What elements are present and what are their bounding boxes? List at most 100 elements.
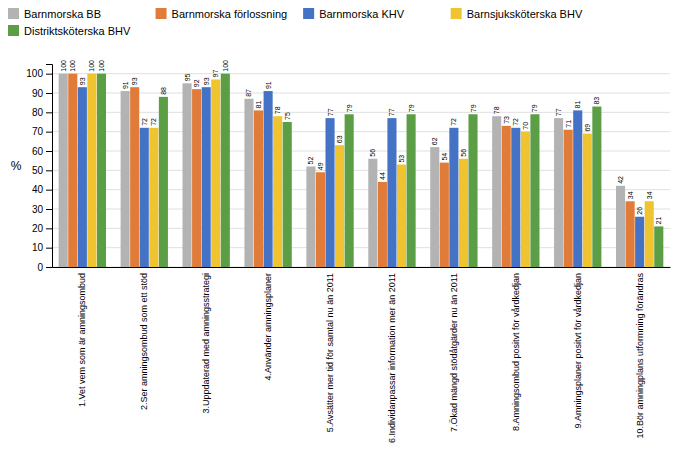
data-label: 79 <box>408 104 415 112</box>
tick: 10 <box>32 242 52 253</box>
tick-mark <box>46 151 52 152</box>
data-label: 70 <box>522 122 529 130</box>
tick: 8.Amningsombud positvt för vårdkedjan <box>511 273 521 431</box>
bar <box>530 114 539 267</box>
bar <box>430 147 439 267</box>
bar <box>325 118 334 267</box>
bar <box>449 128 458 267</box>
legend-swatch <box>303 8 314 19</box>
data-label: 100 <box>69 60 76 72</box>
bar <box>273 116 282 267</box>
data-label: 93 <box>203 77 210 85</box>
bar <box>645 201 654 267</box>
data-label: 75 <box>284 112 291 120</box>
bars <box>59 74 664 267</box>
bar <box>440 163 449 267</box>
legend-swatch <box>8 25 19 36</box>
data-label: 97 <box>212 70 219 78</box>
bar-series <box>68 74 634 267</box>
bar-series <box>87 74 653 267</box>
legend-label: Distriktsköterska BHV <box>24 25 131 37</box>
bar <box>97 74 106 267</box>
bar <box>407 114 416 267</box>
bar-series <box>97 74 663 267</box>
data-label: 56 <box>460 149 467 157</box>
data-label: 100 <box>98 60 105 72</box>
data-label: 72 <box>141 118 148 126</box>
tick-label: 2.Ser amningsombud som ett stöd <box>139 273 149 410</box>
bar <box>521 132 530 267</box>
bar <box>121 91 130 267</box>
tick-label: 1.Vet vem som är amningsombud <box>77 273 87 407</box>
legend: Barnmorska BBBarnmorska förlossningBarnm… <box>8 8 583 37</box>
tick-mark <box>46 228 52 229</box>
data-label: 71 <box>565 120 572 128</box>
tick-mark <box>46 93 52 94</box>
data-label: 72 <box>450 118 457 126</box>
bar <box>140 128 149 267</box>
grid-line <box>52 73 670 74</box>
tick-label: 8.Amningsombud positvt för vårdkedjan <box>511 273 521 431</box>
bar <box>316 172 325 267</box>
grid-line <box>52 93 670 94</box>
bar <box>502 126 511 267</box>
legend-swatch <box>451 8 462 19</box>
data-label: 87 <box>245 89 252 97</box>
tick: 2.Ser amningsombud som ett stöd <box>139 273 149 410</box>
data-label: 52 <box>307 157 314 165</box>
tick-label: 10 <box>32 242 44 253</box>
tick-label: 60 <box>32 146 44 157</box>
data-label: 73 <box>503 116 510 124</box>
data-label: 56 <box>369 149 376 157</box>
grid <box>52 74 670 267</box>
tick-mark <box>46 267 52 268</box>
tick-label: 6.Individanpassar information mer än 201… <box>387 273 397 443</box>
tick-mark <box>46 190 52 191</box>
bar <box>283 122 292 267</box>
bar <box>592 107 601 267</box>
data-label: 72 <box>150 118 157 126</box>
bar <box>616 186 625 267</box>
bar <box>626 201 635 267</box>
tick: 90 <box>32 88 52 99</box>
bar <box>583 134 592 267</box>
data-label: 83 <box>593 97 600 105</box>
bar-series <box>78 87 644 267</box>
legend-swatch <box>8 8 19 19</box>
data-label: 42 <box>617 176 624 184</box>
data-label: 100 <box>88 60 95 72</box>
tick: 1.Vet vem som är amningsombud <box>77 273 87 407</box>
chart: 1009195875256627877421009392814944547371… <box>0 0 682 451</box>
tick: 100 <box>26 68 52 79</box>
legend-item: Barnsjuksköterska BHV <box>451 8 583 20</box>
bar <box>564 130 573 267</box>
bar <box>59 74 68 267</box>
tick: 10.Bör amningplans utformning förändras <box>635 273 645 439</box>
bar <box>183 83 192 267</box>
bar <box>159 97 168 267</box>
legend-item: Distriktsköterska BHV <box>8 25 131 37</box>
data-labels: 1009195875256627877421009392814944547371… <box>60 60 663 225</box>
tick-label: 7.Ökad mängd stödåtgärder nu än 2011 <box>449 273 459 432</box>
data-label: 54 <box>441 153 448 161</box>
tick-label: 70 <box>32 126 44 137</box>
bar <box>306 166 315 267</box>
bar <box>554 118 563 267</box>
legend-swatch <box>156 8 167 19</box>
bar <box>378 182 387 267</box>
bar <box>264 91 273 267</box>
bar <box>573 110 582 267</box>
y-axis: 0102030405060708090100 <box>26 65 52 273</box>
bar-series <box>59 74 625 267</box>
tick: 4.Använder amningsplaner <box>263 273 273 381</box>
tick-label: 100 <box>26 68 43 79</box>
data-label: 53 <box>398 155 405 163</box>
tick: 80 <box>32 107 52 118</box>
data-label: 79 <box>531 104 538 112</box>
axis-line <box>46 65 53 268</box>
bar <box>654 226 663 267</box>
tick-label: 0 <box>37 262 43 273</box>
data-label: 100 <box>222 60 229 72</box>
data-label: 34 <box>646 191 653 199</box>
tick: 3.Uppdaterad med amningsstrategi <box>201 273 211 414</box>
